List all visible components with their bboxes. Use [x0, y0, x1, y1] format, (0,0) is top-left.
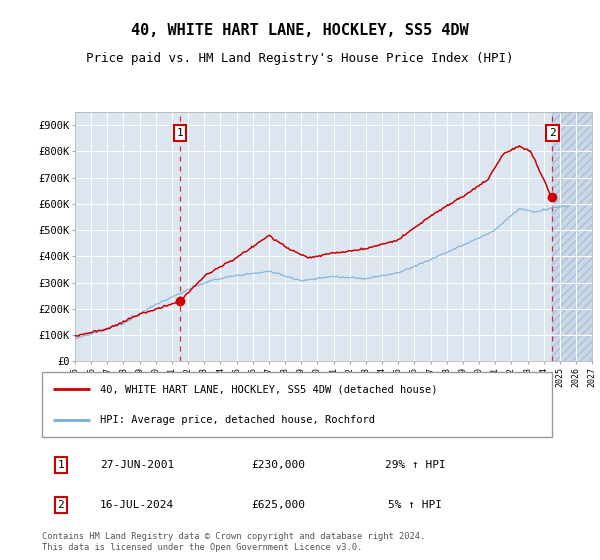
- Text: £625,000: £625,000: [252, 500, 306, 510]
- Text: 16-JUL-2024: 16-JUL-2024: [100, 500, 174, 510]
- Text: £230,000: £230,000: [252, 460, 306, 470]
- Text: 27-JUN-2001: 27-JUN-2001: [100, 460, 174, 470]
- Polygon shape: [553, 112, 592, 361]
- Text: 2: 2: [549, 128, 556, 138]
- Text: 1: 1: [58, 460, 64, 470]
- Text: Contains HM Land Registry data © Crown copyright and database right 2024.
This d: Contains HM Land Registry data © Crown c…: [43, 533, 426, 552]
- Text: 2: 2: [58, 500, 64, 510]
- Text: 40, WHITE HART LANE, HOCKLEY, SS5 4DW (detached house): 40, WHITE HART LANE, HOCKLEY, SS5 4DW (d…: [100, 384, 438, 394]
- Text: 40, WHITE HART LANE, HOCKLEY, SS5 4DW: 40, WHITE HART LANE, HOCKLEY, SS5 4DW: [131, 24, 469, 38]
- Text: 5% ↑ HPI: 5% ↑ HPI: [388, 500, 442, 510]
- Text: Price paid vs. HM Land Registry's House Price Index (HPI): Price paid vs. HM Land Registry's House …: [86, 52, 514, 66]
- FancyBboxPatch shape: [43, 372, 552, 437]
- Text: HPI: Average price, detached house, Rochford: HPI: Average price, detached house, Roch…: [100, 415, 375, 425]
- Text: 29% ↑ HPI: 29% ↑ HPI: [385, 460, 446, 470]
- Text: 1: 1: [176, 128, 183, 138]
